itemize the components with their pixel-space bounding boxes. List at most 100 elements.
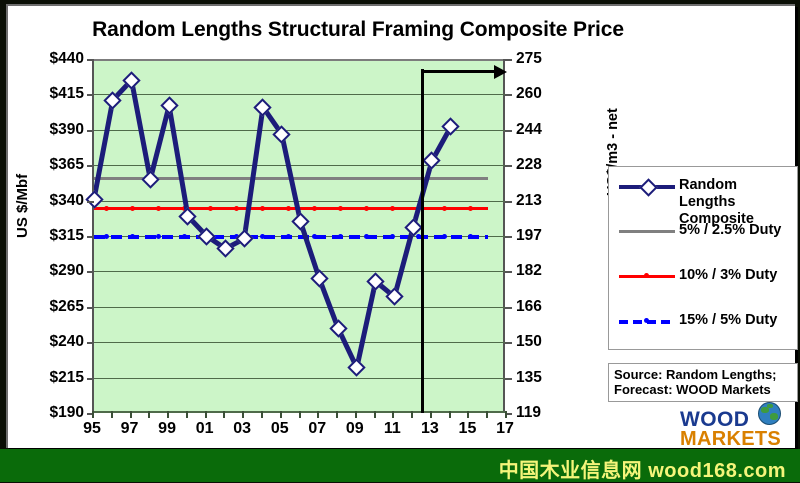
- duty-line-10pct-dot: [390, 205, 395, 211]
- x-tick-mark: [148, 411, 151, 418]
- duty-line-10pct-dot: [156, 205, 161, 211]
- x-tick-mark: [204, 411, 207, 418]
- x-tick-mark: [92, 411, 94, 418]
- x-tick-mark: [167, 411, 170, 418]
- watermark-text: 中国木业信息网 wood168.com: [498, 460, 786, 482]
- x-tick-label: 99: [158, 420, 176, 437]
- x-tick-mark: [486, 411, 489, 418]
- y-tick-left: $340: [49, 191, 84, 209]
- duty-line-10pct-dot: [312, 205, 317, 211]
- y-tick-mark-right: [505, 236, 512, 238]
- legend-label-duty-15: 15% / 5% Duty: [679, 312, 778, 328]
- legend-swatch-red-line-icon: [619, 268, 675, 284]
- y-tick-mark-right: [505, 306, 512, 309]
- source-line-2: Forecast: WOOD Markets: [614, 382, 771, 397]
- legend-label-composite-line2: Composite: [679, 211, 754, 227]
- legend-label-duty-10: 10% / 3% Duty: [679, 267, 778, 283]
- duty-line-10pct-dot: [234, 205, 239, 211]
- y-tick-mark-left: [87, 165, 94, 168]
- duty-line-15pct-dot: [104, 234, 109, 239]
- x-tick-label: 95: [83, 420, 101, 437]
- x-tick-label: 11: [383, 420, 401, 437]
- logo-text-markets: MARKETS: [680, 428, 781, 450]
- y-tick-mark-right: [505, 200, 512, 203]
- legend-label-duty-5: 5% / 2.5% Duty: [679, 222, 782, 238]
- duty-line-15pct-dot: [442, 234, 447, 239]
- duty-line-10pct-dot: [104, 205, 109, 211]
- x-tick-mark: [429, 411, 432, 418]
- duty-line-10pct-dot: [442, 205, 447, 211]
- gridline: [94, 200, 505, 202]
- gridline: [94, 342, 505, 344]
- y-tick-mark-right: [505, 377, 512, 380]
- x-tick-mark: [223, 411, 226, 418]
- duty-line-15pct-dot: [286, 234, 291, 239]
- x-tick-label: 01: [195, 420, 214, 437]
- y-tick-left: $315: [49, 227, 84, 244]
- y-tick-right: 166: [516, 297, 542, 315]
- y-tick-right: 150: [516, 333, 542, 351]
- chart-card: Random Lengths Structural Framing Compos…: [6, 4, 798, 451]
- duty-line-15pct-dot: [182, 234, 187, 239]
- x-tick-label: 13: [421, 420, 439, 437]
- y-tick-mark-left: [87, 200, 94, 203]
- x-tick-label: 97: [120, 420, 139, 437]
- x-tick-mark: [185, 411, 188, 418]
- duty-line-15pct-dot: [468, 234, 473, 239]
- y-tick-right: 213: [516, 191, 542, 209]
- y-tick-mark-left: [87, 413, 94, 415]
- y-tick-right: 197: [516, 227, 542, 244]
- legend-item-duty-15[interactable]: 15% / 5% Duty: [619, 312, 777, 329]
- watermark-banner: 中国木业信息网 wood168.com: [0, 449, 800, 482]
- x-tick-mark: [298, 411, 301, 418]
- x-tick-label: 09: [345, 420, 364, 437]
- gridline: [94, 306, 505, 308]
- y-tick-right: 260: [516, 85, 542, 103]
- legend-item-composite[interactable]: Random Lengths Composite: [619, 177, 797, 228]
- duty-line-15pct-dot: [390, 234, 395, 239]
- legend-label-composite-line1: Random Lengths: [679, 177, 737, 210]
- forecast-arrow-shaft: [420, 70, 495, 74]
- y-tick-mark-left: [87, 271, 94, 274]
- duty-line-10pct-dot: [364, 205, 369, 211]
- y-tick-left: $190: [49, 404, 84, 421]
- gridline: [94, 271, 505, 273]
- plot-top-border: [94, 59, 505, 61]
- legend-swatch-blue-dashed-icon: [619, 313, 675, 329]
- y-tick-mark-right: [505, 59, 512, 61]
- y-tick-right: 135: [516, 368, 542, 386]
- legend-label-composite: Random Lengths Composite: [675, 177, 797, 228]
- x-tick-mark: [260, 411, 263, 418]
- y-tick-mark-right: [505, 271, 512, 274]
- duty-line-15pct-dot: [416, 234, 421, 239]
- x-tick-mark: [467, 411, 470, 418]
- duty-line-15pct-dot: [156, 234, 161, 239]
- duty-line-10pct-dot: [260, 205, 265, 211]
- y-tick-left: $215: [49, 368, 84, 386]
- duty-line-10pct-dot: [208, 205, 213, 211]
- y-tick-left: $365: [49, 156, 84, 174]
- wood-markets-logo: WOOD MARKETS: [680, 402, 792, 451]
- y-tick-mark-left: [87, 94, 94, 97]
- duty-line-15pct-dot: [364, 234, 369, 239]
- x-tick-label: 17: [496, 420, 514, 437]
- x-tick-label: 03: [233, 420, 252, 437]
- source-line-1: Source: Random Lengths;: [614, 367, 777, 382]
- legend-swatch-navy-diamond-icon: [619, 178, 675, 197]
- duty-line-10pct-dot: [286, 205, 291, 211]
- plot-area: [84, 59, 505, 413]
- x-tick-mark: [242, 411, 245, 418]
- x-tick-mark: [317, 411, 320, 418]
- x-tick-label: 05: [270, 420, 289, 437]
- legend-swatch-gray-line-icon: [619, 223, 675, 239]
- forecast-arrow-head: [494, 64, 507, 79]
- legend-item-duty-10[interactable]: 10% / 3% Duty: [619, 267, 777, 284]
- x-tick-mark: [373, 411, 376, 418]
- duty-line-15pct-dot: [338, 234, 343, 239]
- logo-text-wood: WOOD: [680, 408, 750, 431]
- y-tick-mark-left: [87, 342, 94, 345]
- gridline: [94, 377, 505, 379]
- legend-item-duty-5[interactable]: 5% / 2.5% Duty: [619, 222, 781, 239]
- y-tick-right: 228: [516, 156, 542, 174]
